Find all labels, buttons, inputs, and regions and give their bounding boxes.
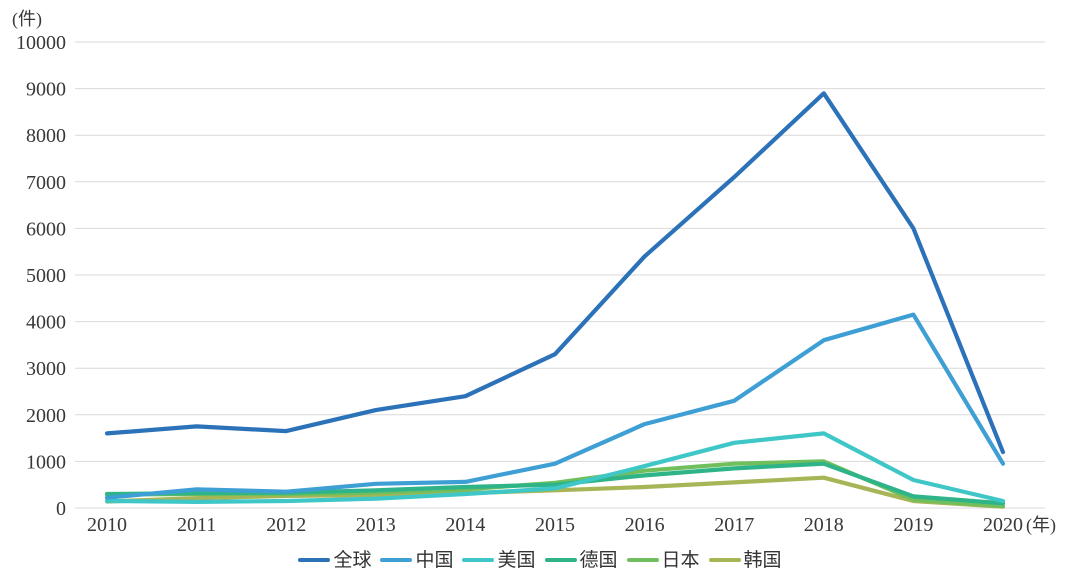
x-tick-label: 2014 <box>445 514 485 536</box>
legend-swatch-japan <box>626 558 659 562</box>
legend-label-global: 全球 <box>333 549 372 571</box>
legend-label-korea: 韩国 <box>743 549 782 571</box>
chart-canvas: (件) (年) 0 1000 2000 3000 4000 5000 6000 7000 800… <box>12 9 1056 536</box>
legend-label-germany: 德国 <box>579 549 618 571</box>
legend-item-usa: 美国 <box>462 549 536 571</box>
legend-item-global: 全球 <box>298 551 371 570</box>
x-axis-unit: (年) <box>1026 515 1056 536</box>
y-tick-label: 6000 <box>26 218 66 240</box>
x-tick-label: 2019 <box>893 514 933 536</box>
x-tick-label: 2012 <box>266 514 306 536</box>
legend-swatch-germany <box>544 558 577 562</box>
x-tick-label: 2016 <box>625 514 665 536</box>
x-tick-label: 2010 <box>87 514 127 536</box>
legend-label-china: 中国 <box>415 549 454 571</box>
series-line-china <box>104 312 1006 500</box>
series-line-global <box>104 91 1006 455</box>
legend-label-usa: 美国 <box>497 549 536 571</box>
legend-label-japan: 日本 <box>661 549 700 571</box>
y-tick-label: 3000 <box>26 358 66 380</box>
x-tick-label: 2018 <box>804 514 844 536</box>
x-tick-label: 2013 <box>356 514 396 536</box>
y-axis-unit: (件) <box>12 9 42 30</box>
x-tick-label: 2020 <box>983 514 1023 536</box>
x-tick-label: 2015 <box>535 514 575 536</box>
legend-item-germany: 德国 <box>544 549 618 571</box>
y-tick-label: 2000 <box>26 405 66 427</box>
legend-swatch-china <box>380 558 413 562</box>
y-tick-label: 9000 <box>26 79 66 101</box>
y-tick-label: 0 <box>56 498 66 520</box>
y-tick-label: 8000 <box>26 125 66 147</box>
chart-legend: 全球 中国 美国 德国 日本 韩国 <box>0 544 1080 576</box>
legend-swatch-usa <box>462 558 495 562</box>
legend-swatch-global <box>298 558 331 562</box>
legend-item-korea: 韩国 <box>708 549 782 571</box>
y-tick-label: 4000 <box>26 312 66 334</box>
y-tick-label: 10000 <box>16 32 66 54</box>
legend-item-china: 中国 <box>380 551 453 570</box>
series-line-usa <box>104 431 1006 504</box>
y-tick-label: 1000 <box>26 451 66 473</box>
legend-item-japan: 日本 <box>626 549 700 571</box>
x-tick-label: 2017 <box>714 514 754 536</box>
y-tick-label: 5000 <box>26 265 66 287</box>
x-tick-label: 2011 <box>177 514 216 536</box>
legend-swatch-korea <box>708 558 741 562</box>
y-tick-label: 7000 <box>26 172 66 194</box>
